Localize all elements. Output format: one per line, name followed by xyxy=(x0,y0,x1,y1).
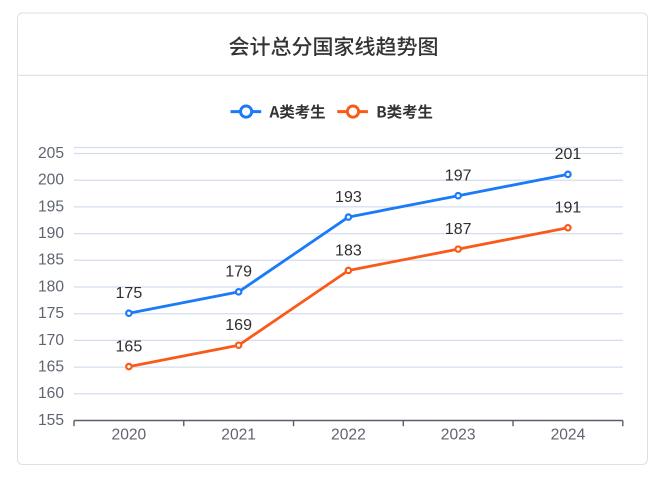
svg-text:193: 193 xyxy=(335,189,362,206)
svg-text:165: 165 xyxy=(38,359,64,376)
svg-text:2022: 2022 xyxy=(331,426,366,443)
svg-text:191: 191 xyxy=(555,200,582,217)
svg-text:205: 205 xyxy=(38,145,64,162)
svg-text:179: 179 xyxy=(225,264,252,281)
svg-text:183: 183 xyxy=(335,242,362,259)
svg-text:200: 200 xyxy=(38,172,64,189)
svg-text:175: 175 xyxy=(38,305,64,322)
svg-text:185: 185 xyxy=(38,252,64,269)
svg-text:201: 201 xyxy=(555,146,582,163)
svg-text:169: 169 xyxy=(225,317,252,334)
svg-text:155: 155 xyxy=(38,412,64,429)
svg-text:2020: 2020 xyxy=(112,426,147,443)
svg-text:2023: 2023 xyxy=(441,426,476,443)
svg-text:170: 170 xyxy=(38,332,64,349)
svg-text:197: 197 xyxy=(445,168,472,185)
svg-text:160: 160 xyxy=(38,385,64,402)
svg-text:180: 180 xyxy=(38,278,64,295)
svg-text:165: 165 xyxy=(116,338,143,355)
svg-text:187: 187 xyxy=(445,221,472,238)
svg-text:195: 195 xyxy=(38,198,64,215)
svg-text:2021: 2021 xyxy=(221,426,256,443)
svg-text:175: 175 xyxy=(116,285,143,302)
svg-text:190: 190 xyxy=(38,225,64,242)
svg-text:2024: 2024 xyxy=(551,426,586,443)
